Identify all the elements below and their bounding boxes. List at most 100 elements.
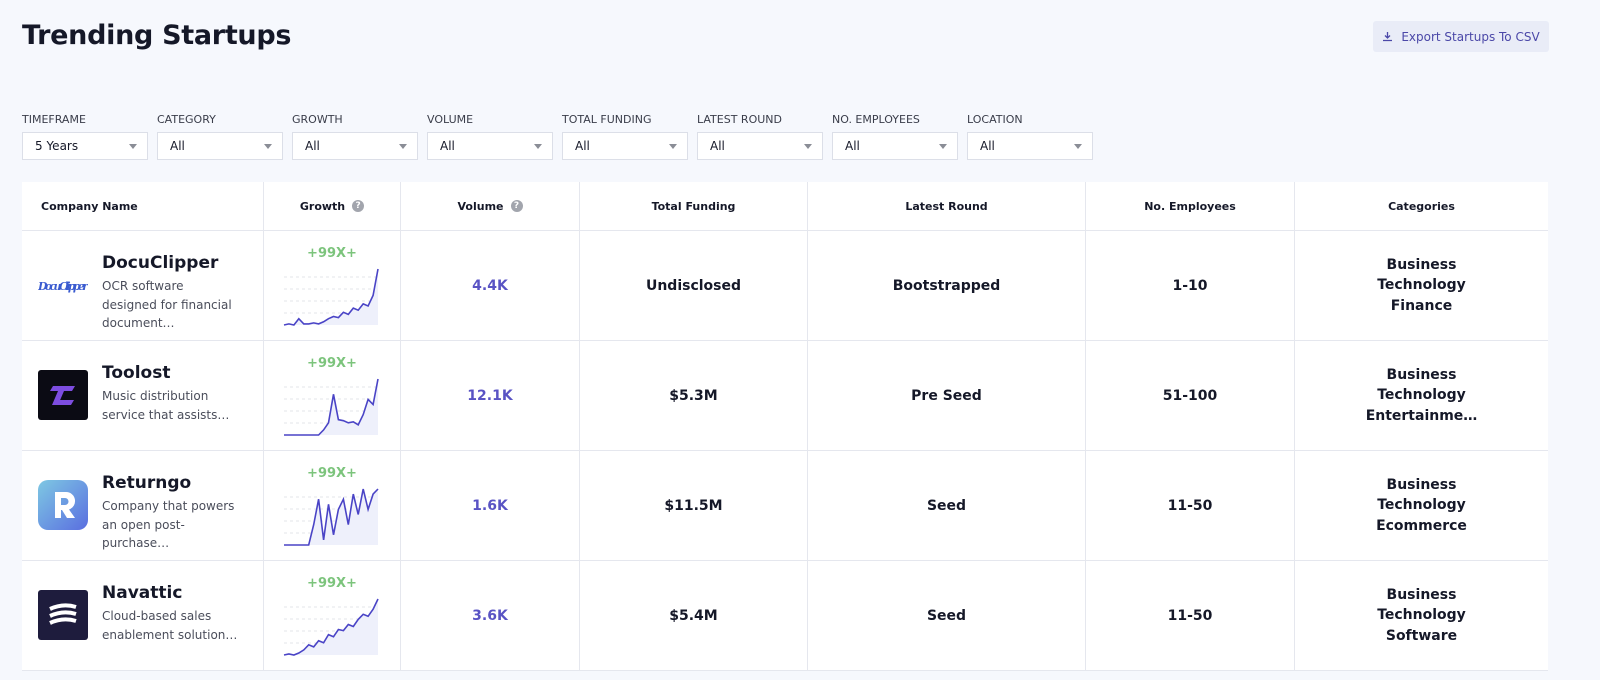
export-button[interactable]: Export Startups To CSV — [1373, 21, 1549, 52]
startup-table: Company Name Growth? Volume? Total Funding L… — [22, 182, 1548, 671]
filter-select[interactable]: All — [292, 132, 418, 160]
sparkline: +99X+ — [283, 576, 380, 656]
employees-value: 1-10 — [1172, 277, 1208, 294]
growth-cell: +99X+ — [264, 561, 401, 670]
employees-cell: 1-10 — [1086, 231, 1295, 340]
company-info: Returngo Company that powers an open post… — [102, 473, 242, 553]
logo-wave — [49, 603, 77, 611]
company-cell: Navattic Cloud-based sales enablement sol… — [22, 561, 264, 670]
arrow-shape — [399, 144, 407, 149]
company-description: Music distribution service that assists… — [102, 389, 230, 422]
dropdown-arrow — [939, 144, 947, 149]
logo-wave — [49, 617, 77, 625]
help-icon: ? — [510, 200, 523, 212]
column-title: Growth — [299, 199, 346, 213]
company-cell: Returngo Company that powers an open post… — [22, 451, 264, 560]
sparkline-area — [284, 489, 378, 545]
sparkline-area — [284, 269, 378, 325]
category: Ecommerce — [1376, 517, 1467, 534]
growth-label: +99X+ — [307, 576, 357, 591]
sparkline-line — [283, 268, 379, 326]
category: Software — [1385, 627, 1458, 644]
filter-select[interactable]: All — [697, 132, 823, 160]
volume-cell: 3.6K — [401, 561, 580, 670]
categories-cell: Business Technology Ecommerce — [1295, 451, 1548, 560]
help-icon: ? — [352, 200, 365, 212]
header-cell: Latest Round — [808, 182, 1086, 230]
categories-cell: Business Technology Software — [1295, 561, 1548, 670]
latest-round-cell: Seed — [808, 451, 1086, 560]
employees-value: 51-100 — [1162, 387, 1218, 404]
sparkline-line — [284, 488, 379, 546]
sparkline: +99X+ — [283, 246, 380, 326]
employees-value: 11-50 — [1167, 607, 1213, 624]
category: Technology — [1377, 607, 1466, 624]
growth-cell: +99X+ — [264, 451, 401, 560]
arrow-shape — [534, 144, 542, 149]
data-row: DocuClipper DocuClipper OCR software desig… — [22, 231, 1548, 341]
filter-select[interactable]: All — [427, 132, 553, 160]
data-row: Returngo Company that powers an open post… — [22, 451, 1548, 561]
filter-value: All — [305, 139, 320, 153]
volume-cell: 4.4K — [401, 231, 580, 340]
company-logo: DocuClipper — [38, 280, 88, 293]
category: Finance — [1390, 297, 1453, 314]
logo-bg — [38, 370, 88, 420]
dropdown-arrow — [804, 144, 812, 149]
company-info: DocuClipper OCR software designed for fin… — [102, 253, 242, 333]
growth-label: +99X+ — [307, 246, 357, 261]
logo-wave — [49, 610, 77, 618]
category: Technology — [1377, 497, 1466, 514]
filter-select[interactable]: 5 Years — [22, 132, 148, 160]
logo-bg — [38, 590, 88, 640]
header-cell: Growth? — [264, 182, 401, 230]
arrow-shape — [129, 144, 137, 149]
growth-label: +99X+ — [307, 356, 357, 371]
header-cell: Volume? — [401, 182, 580, 230]
category: Business — [1386, 256, 1457, 273]
sparkline-line — [284, 378, 379, 436]
header-cell: No. Employees — [1086, 182, 1295, 230]
dropdown-arrow — [264, 144, 272, 149]
filter-value: All — [980, 139, 995, 153]
logo-mark — [55, 491, 76, 518]
filter-label: GROWTH — [292, 113, 343, 126]
company-name: DocuClipper — [102, 253, 219, 273]
company-logo — [38, 370, 88, 420]
employees-value: 11-50 — [1167, 497, 1213, 514]
filter-value: All — [575, 139, 590, 153]
growth-label: +99X+ — [307, 466, 357, 481]
company-logo — [38, 590, 88, 640]
filter-value: All — [845, 139, 860, 153]
header-cell: Categories — [1295, 182, 1548, 230]
header-cell: Total Funding — [580, 182, 808, 230]
download-icon — [1383, 32, 1393, 42]
total-funding-value: $11.5M — [664, 497, 723, 514]
latest-round-value: Seed — [926, 607, 967, 624]
company-info: Toolost Music distribution service that a… — [102, 363, 242, 424]
logo-text: DocuClipper — [38, 280, 88, 293]
filter-select[interactable]: All — [967, 132, 1093, 160]
latest-round-value: Pre Seed — [911, 387, 982, 404]
latest-round-cell: Seed — [808, 561, 1086, 670]
filter-select[interactable]: All — [562, 132, 688, 160]
page-title: Trending Startups — [22, 20, 292, 51]
volume-value: 12.1K — [467, 387, 513, 404]
arrow-shape — [939, 144, 947, 149]
sparkline-area — [284, 379, 378, 435]
total-funding-cell: Undisclosed — [580, 231, 808, 340]
arrow-shape — [264, 144, 272, 149]
company-cell: DocuClipper DocuClipper OCR software desig… — [22, 231, 264, 340]
employees-cell: 51-100 — [1086, 341, 1295, 450]
filter-select[interactable]: All — [832, 132, 958, 160]
filter-select[interactable]: All — [157, 132, 283, 160]
sparkline-area — [284, 599, 378, 655]
arrow-shape — [1074, 144, 1082, 149]
column-title: Total Funding — [651, 199, 736, 213]
category: Technology — [1377, 277, 1466, 294]
company-info: Navattic Cloud-based sales enablement sol… — [102, 583, 242, 644]
dropdown-arrow — [534, 144, 542, 149]
dropdown-arrow — [129, 144, 137, 149]
data-row: Toolost Music distribution service that a… — [22, 341, 1548, 451]
